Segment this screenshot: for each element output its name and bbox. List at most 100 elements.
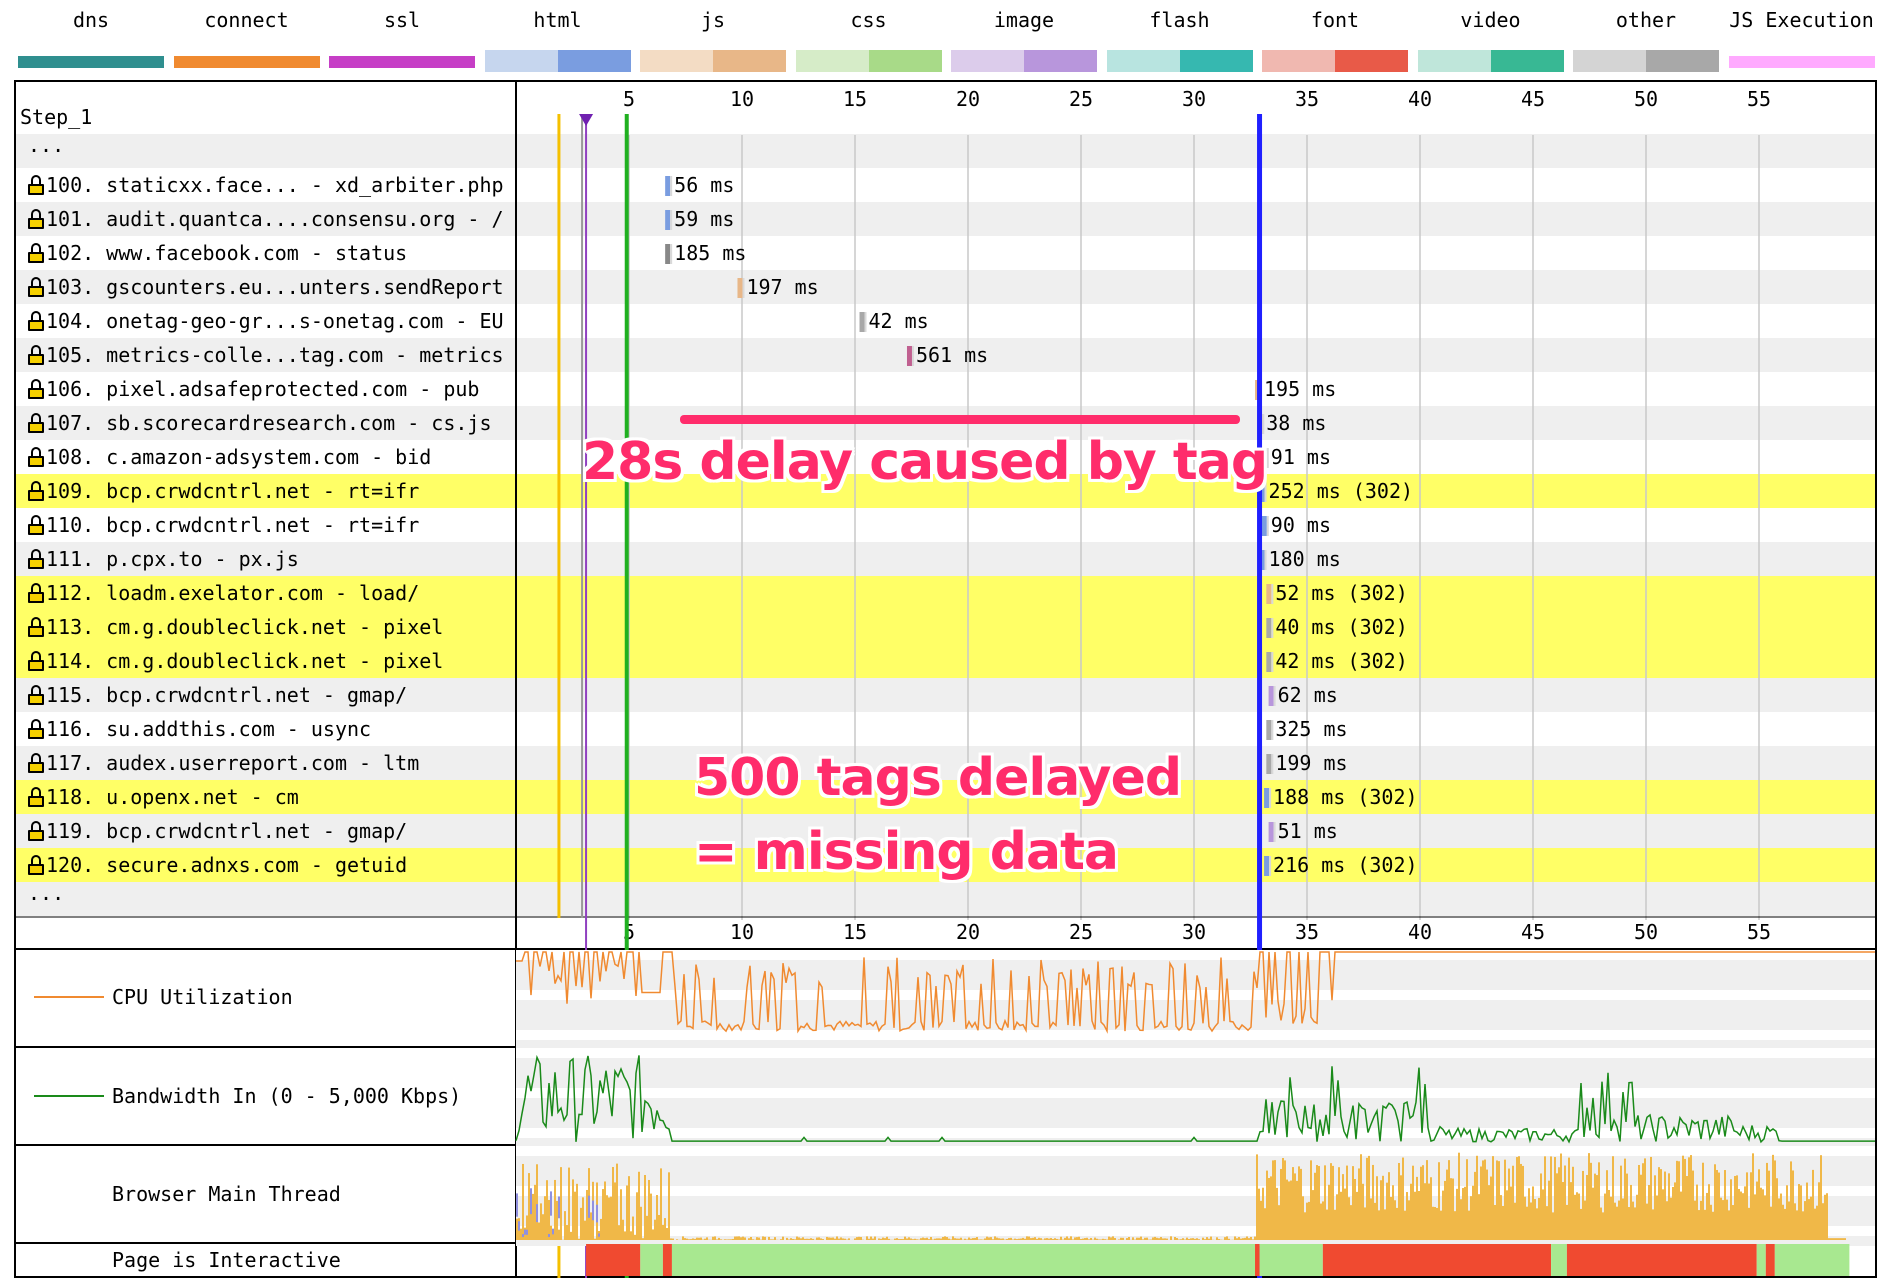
lock-icon — [28, 209, 44, 229]
request-number: 100. — [46, 173, 95, 197]
legend-label: css — [850, 8, 887, 32]
legend-swatch — [1728, 56, 1875, 68]
lock-icon — [28, 753, 44, 773]
request-url[interactable]: metrics-colle...tag.com - metrics — [106, 343, 504, 367]
request-url[interactable]: gscounters.eu...unters.sendReport — [106, 275, 504, 299]
legend-label: dns — [72, 8, 110, 32]
lock-icon — [28, 243, 44, 263]
lock-icon — [28, 549, 44, 569]
legend-swatch — [795, 50, 942, 72]
request-timing: 38 ms — [1266, 411, 1327, 435]
request-row-label: 101. audit.quantca....consensu.org - / — [28, 202, 504, 236]
legend-swatch — [951, 50, 1097, 72]
request-url[interactable]: onetag-geo-gr...s-onetag.com - EU — [106, 309, 504, 333]
lock-icon — [28, 379, 44, 399]
legend-item-connect: connect — [173, 8, 320, 68]
request-number: 107. — [46, 411, 95, 435]
legend-item-ssl: ssl — [329, 8, 475, 68]
request-timing: 199 ms — [1275, 751, 1348, 775]
step-label: Step_1 — [20, 105, 93, 129]
request-timing: 42 ms (302) — [1275, 649, 1408, 673]
request-url[interactable]: secure.adnxs.com - getuid — [106, 853, 408, 877]
request-row-label: 107. sb.scorecardresearch.com - cs.js — [28, 406, 491, 440]
request-url[interactable]: bcp.crwdcntrl.net - rt=ifr — [106, 479, 420, 503]
request-timing: 62 ms — [1277, 683, 1338, 707]
legend-label: flash — [1149, 8, 1210, 32]
request-row-label: 110. bcp.crwdcntrl.net - rt=ifr — [28, 508, 419, 542]
request-timing: 216 ms (302) — [1273, 853, 1418, 877]
request-row-label: 117. audex.userreport.com - ltm — [28, 746, 419, 780]
cpu-utilization-panel — [14, 948, 1877, 1048]
legend-swatch — [173, 56, 320, 68]
request-row-label: 113. cm.g.doubleclick.net - pixel — [28, 610, 443, 644]
request-timing: 59 ms — [674, 207, 735, 231]
cpu-label: CPU Utilization — [112, 985, 293, 1009]
request-number: 112. — [46, 581, 95, 605]
request-timing: 91 ms — [1270, 445, 1332, 469]
legend-label: ssl — [383, 8, 421, 32]
request-url[interactable]: loadm.exelator.com - load/ — [106, 581, 420, 605]
lock-icon — [28, 447, 44, 467]
legend-swatch — [1573, 50, 1719, 72]
request-timing: 52 ms (302) — [1275, 581, 1408, 605]
ellipsis-bottom: ... — [28, 881, 65, 905]
lock-icon — [28, 617, 44, 637]
legend-item-flash: flash — [1106, 8, 1253, 72]
request-timing: 325 ms — [1275, 717, 1348, 741]
request-url[interactable]: bcp.crwdcntrl.net - gmap/ — [106, 683, 408, 707]
legend-item-dns: dns — [18, 8, 164, 68]
request-row-label: 109. bcp.crwdcntrl.net - rt=ifr — [28, 474, 419, 508]
delay-annotation: 28s delay caused by tag — [582, 432, 1268, 492]
legend-label: JS Execution — [1729, 8, 1874, 32]
request-url[interactable]: www.facebook.com - status — [106, 241, 408, 265]
request-url[interactable]: c.amazon-adsystem.com - bid — [106, 445, 432, 469]
request-row-label: 115. bcp.crwdcntrl.net - gmap/ — [28, 678, 407, 712]
lock-icon — [28, 311, 44, 331]
legend-label: font — [1310, 8, 1360, 32]
request-url[interactable]: bcp.crwdcntrl.net - gmap/ — [106, 819, 408, 843]
request-url[interactable]: cm.g.doubleclick.net - pixel — [106, 649, 444, 673]
request-timing: 195 ms — [1264, 377, 1337, 401]
request-number: 109. — [46, 479, 95, 503]
legend-item-html: html — [484, 8, 631, 72]
lock-icon — [28, 821, 44, 841]
request-number: 102. — [46, 241, 95, 265]
request-number: 120. — [46, 853, 95, 877]
request-timing: 252 ms (302) — [1268, 479, 1414, 503]
legend-swatch — [1262, 50, 1408, 72]
lock-icon — [28, 685, 44, 705]
request-url[interactable]: sb.scorecardresearch.com - cs.js — [106, 411, 492, 435]
legend-swatch — [1417, 50, 1564, 72]
request-timing: 188 ms (302) — [1273, 785, 1418, 809]
request-url[interactable]: audit.quantca....consensu.org - / — [106, 207, 504, 231]
lock-icon — [28, 175, 44, 195]
legend-label: connect — [204, 8, 289, 32]
request-number: 113. — [46, 615, 95, 639]
request-number: 110. — [46, 513, 95, 537]
request-row-label: 105. metrics-colle...tag.com - metrics — [28, 338, 504, 372]
request-row-label: 106. pixel.adsafeprotected.com - pub — [28, 372, 479, 406]
legend-label: image — [993, 8, 1055, 32]
request-url[interactable]: u.openx.net - cm — [106, 785, 299, 809]
legend-item-image: image — [951, 8, 1097, 72]
request-number: 106. — [46, 377, 95, 401]
request-row-label: 103. gscounters.eu...unters.sendReport — [28, 270, 504, 304]
request-number: 114. — [46, 649, 95, 673]
request-url[interactable]: p.cpx.to - px.js — [106, 547, 299, 571]
lock-icon — [28, 413, 44, 433]
request-url[interactable]: su.addthis.com - usync — [106, 717, 372, 741]
lock-icon — [28, 345, 44, 365]
request-url[interactable]: cm.g.doubleclick.net - pixel — [106, 615, 444, 639]
legend-label: js — [700, 8, 726, 32]
request-row-label: 118. u.openx.net - cm — [28, 780, 299, 814]
main-thread-label: Browser Main Thread — [112, 1182, 341, 1206]
page-interactive-label: Page is Interactive — [112, 1248, 341, 1272]
request-url[interactable]: audex.userreport.com - ltm — [106, 751, 420, 775]
lock-icon — [28, 481, 44, 501]
request-number: 108. — [46, 445, 95, 469]
request-url[interactable]: bcp.crwdcntrl.net - rt=ifr — [106, 513, 420, 537]
ellipsis-top: ... — [28, 133, 65, 157]
request-url[interactable]: staticxx.face... - xd_arbiter.php — [106, 173, 504, 197]
request-url[interactable]: pixel.adsafeprotected.com - pub — [106, 377, 480, 401]
